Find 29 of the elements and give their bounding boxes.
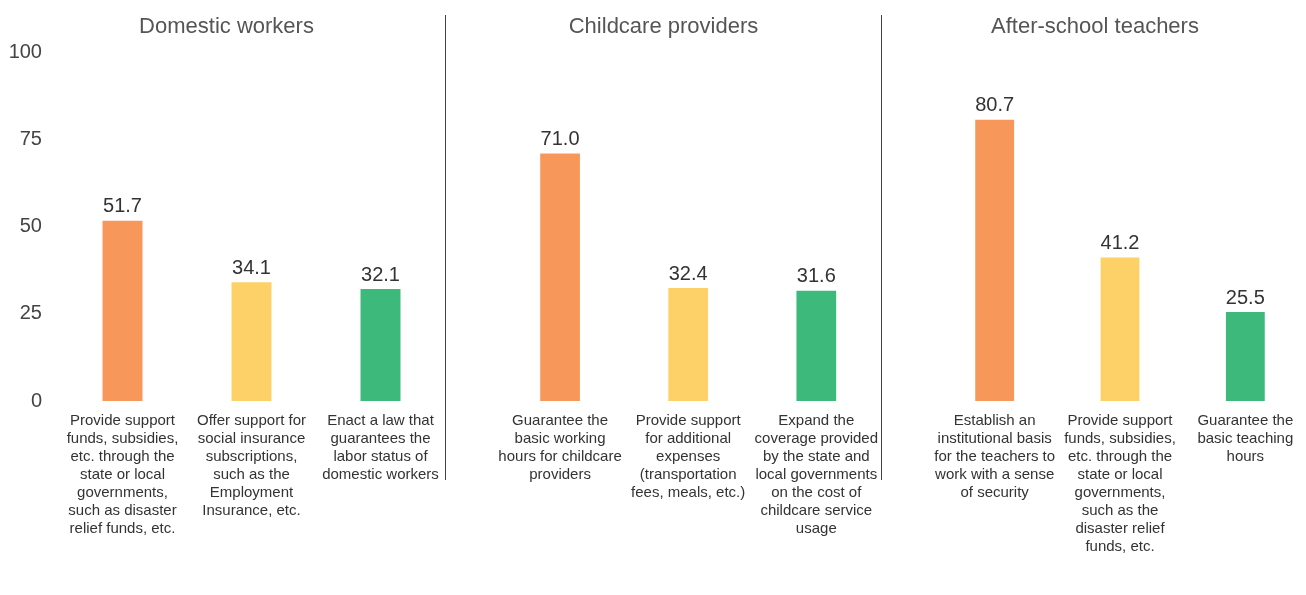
x-tick-label: Provide support funds, subsidies, etc. through the state or local governments, such as the disaster relief funds, etc. (1064, 411, 1176, 555)
x-tick-label: Guarantee the basic teaching hours (1197, 411, 1294, 465)
data-label: 32.4 (668, 261, 708, 284)
y-tick-label: 25 (19, 301, 42, 324)
data-label: 25.5 (1225, 285, 1265, 308)
data-label: 34.1 (232, 255, 271, 278)
y-tick-label: 0 (30, 388, 42, 411)
data-label: 41.2 (1100, 230, 1140, 253)
x-tick-label: Offer support for social insurance subscriptions, such as the Employment Insurance, etc. (197, 411, 306, 519)
x-tick-label: Provide support for additional expenses (transportation fees, meals, etc.) (631, 411, 746, 501)
data-label: 31.6 (796, 264, 836, 287)
bar (360, 289, 401, 401)
x-tick-label: Expand the coverage provided by the state and local governments on the cost of childcare service usage (754, 411, 878, 537)
x-tick-label: Enact a law that guarantees the labor status of domestic workers (322, 411, 439, 483)
data-label: 71.0 (540, 127, 580, 150)
chart-title: Domestic workers (139, 13, 314, 39)
x-tick-label: Guarantee the basic working hours for childcare providers (498, 411, 622, 483)
chart-title: After-school teachers (991, 13, 1199, 39)
data-label: 32.1 (361, 262, 400, 285)
y-tick-label: 50 (19, 214, 42, 237)
y-tick-label: 75 (19, 127, 42, 150)
x-tick-label: Provide support funds, subsidies, etc. through the state or local governments, such as disaster relief funds, etc. (66, 411, 179, 537)
bar (231, 282, 272, 401)
x-tick-label: Establish an institutional basis for the teachers to work with a sense of security (934, 411, 1056, 501)
bar (102, 220, 143, 401)
chart-title: Childcare providers (568, 13, 759, 39)
data-label: 80.7 (975, 93, 1015, 116)
data-label: 51.7 (103, 194, 142, 217)
y-tick-label: 100 (8, 39, 42, 62)
